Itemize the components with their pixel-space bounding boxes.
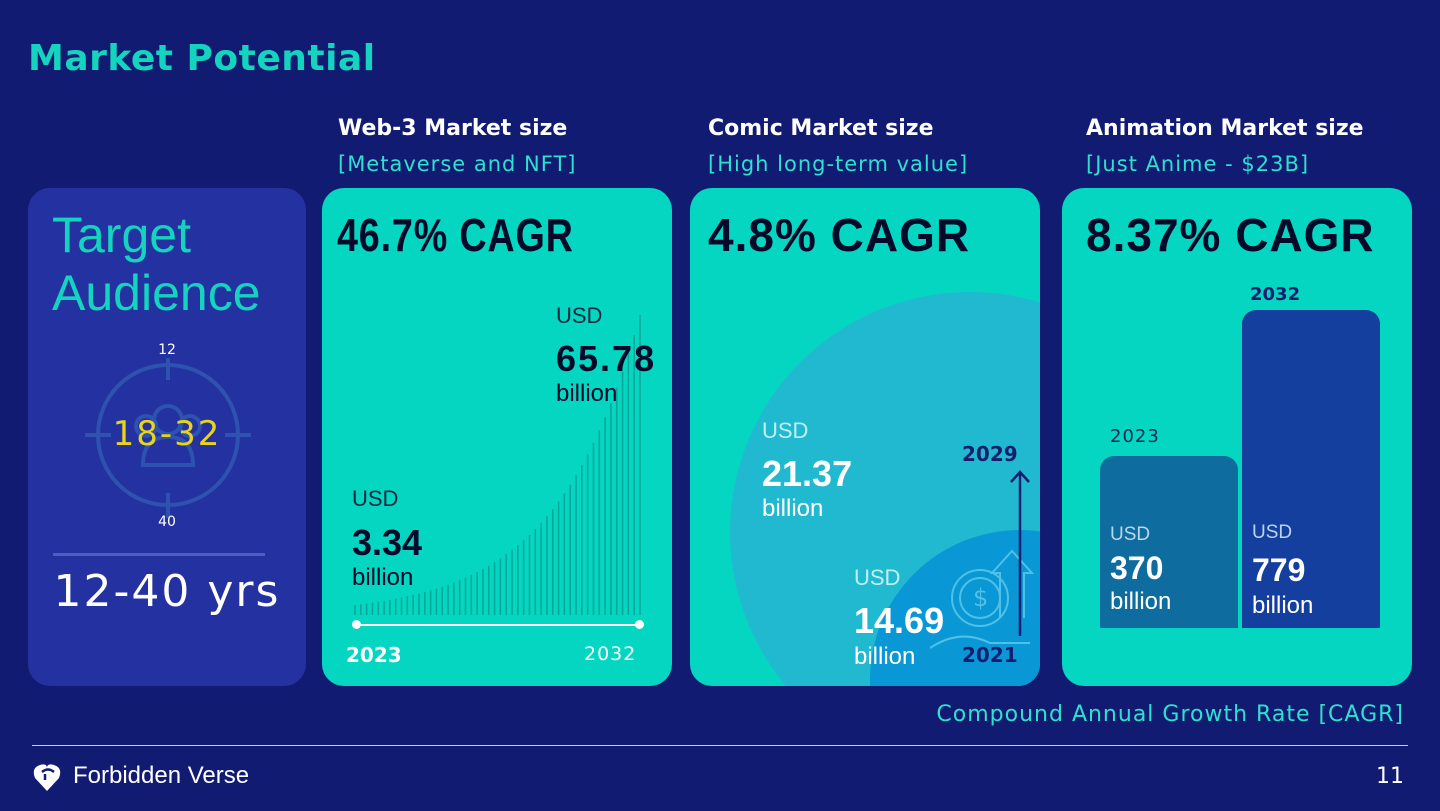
web3-sub: [Metaverse and NFT] (338, 152, 577, 176)
page-number: 11 (1376, 764, 1404, 789)
anim-end-unit: billion (1252, 592, 1314, 619)
anim-cagr: 8.37% CAGR (1086, 209, 1375, 261)
footer-divider (32, 745, 1408, 746)
comic-start-value: 14.69 (854, 600, 945, 641)
audience-heading-2: Audience (52, 265, 261, 321)
money-growth-icon: $ (930, 549, 1035, 649)
anim-sub: [Just Anime - $23B] (1086, 152, 1310, 176)
footnote: Compound Annual Growth Rate [CAGR] (936, 702, 1404, 727)
web3-heading: Web-3 Market size (338, 116, 568, 141)
audience-heading-1: Target (52, 207, 191, 263)
comic-heading: Comic Market size (708, 116, 934, 141)
comic-start-year: 2021 (962, 643, 1018, 667)
comic-end-year: 2029 (962, 442, 1018, 466)
age-range: 12-40 yrs (53, 566, 281, 617)
svg-text:$: $ (973, 584, 988, 612)
anim-start-year: 2023 (1110, 426, 1160, 447)
web3-end-year: 2032 (584, 643, 637, 665)
age-bottom: 40 (158, 514, 176, 530)
bar-2023 (1100, 456, 1238, 628)
arrow-up-icon (1010, 470, 1030, 636)
comic-end-unit: billion (762, 495, 824, 522)
comic-cagr: 4.8% CAGR (708, 209, 971, 261)
web3-end-value: 65.78 (556, 338, 657, 379)
page-title: Market Potential (28, 38, 376, 79)
brand-name: Forbidden Verse (73, 762, 250, 789)
web3-start-value: 3.34 (352, 522, 423, 563)
target-people-icon (85, 358, 251, 518)
divider (53, 553, 265, 556)
core-age-range: 18-32 (112, 414, 222, 454)
growth-bars (354, 315, 641, 615)
anim-end-value: 779 (1252, 552, 1306, 588)
anim-start-value: 370 (1110, 550, 1164, 586)
web3-card: 46.7% CAGR USD 65.78 billion USD 3.34 bi… (322, 188, 672, 686)
comic-start-usd: USD (854, 565, 901, 590)
web3-end-unit: billion (556, 380, 618, 407)
comic-end-usd: USD (762, 418, 809, 443)
comic-card: 4.8% CAGR $ USD 21.37 billion USD 14.69 … (690, 188, 1040, 686)
bar-2032 (1242, 310, 1380, 628)
target-audience-card: Target Audience 12 18-32 40 12-40 yrs (28, 188, 306, 686)
web3-end-usd: USD (556, 303, 603, 328)
age-top: 12 (158, 342, 176, 358)
anim-start-unit: billion (1110, 588, 1172, 615)
anim-start-usd: USD (1110, 524, 1151, 545)
anim-heading: Animation Market size (1086, 116, 1364, 141)
web3-start-unit: billion (352, 564, 414, 591)
comic-end-value: 21.37 (762, 453, 853, 494)
anim-card: 8.37% CAGR 2023 2032 USD 370 billion USD… (1062, 188, 1412, 686)
comic-start-unit: billion (854, 643, 916, 670)
web3-cagr: 46.7% CAGR (337, 209, 574, 261)
web3-start-usd: USD (352, 486, 399, 511)
anim-end-usd: USD (1252, 522, 1293, 543)
brand-logo-icon (33, 764, 61, 791)
anim-end-year: 2032 (1250, 284, 1301, 305)
comic-sub: [High long-term value] (708, 152, 969, 176)
web3-start-year: 2023 (346, 643, 402, 667)
